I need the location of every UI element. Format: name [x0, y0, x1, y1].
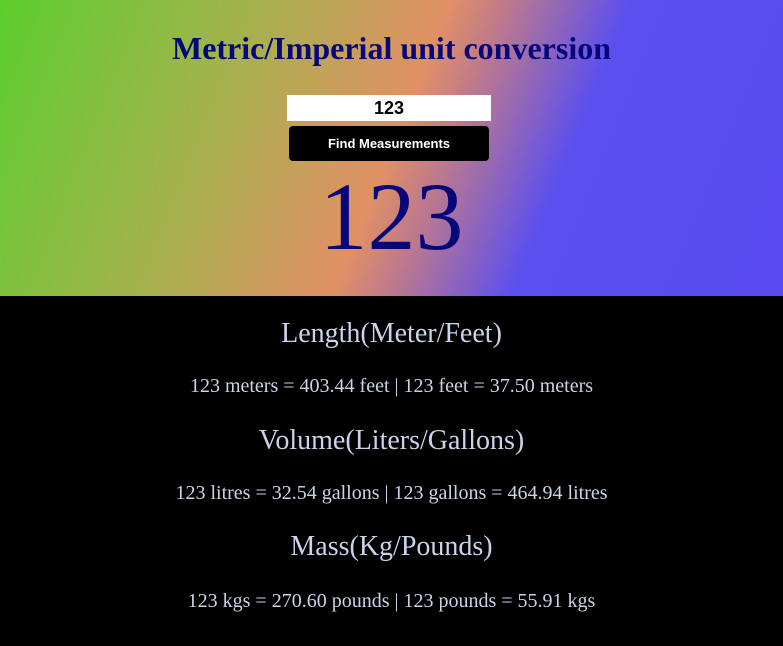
length-heading: Length(Meter/Feet) [281, 318, 502, 349]
results-panel: Length(Meter/Feet) 123 meters = 403.44 f… [0, 296, 783, 646]
header-panel: Metric/Imperial unit conversion Find Mea… [0, 0, 783, 296]
find-measurements-button[interactable]: Find Measurements [289, 126, 489, 161]
volume-heading: Volume(Liters/Gallons) [258, 425, 525, 456]
mass-heading: Mass(Kg/Pounds) [290, 531, 493, 562]
volume-result: 123 litres = 32.54 gallons | 123 gallons… [175, 482, 608, 504]
length-result: 123 meters = 403.44 feet | 123 feet = 37… [189, 375, 594, 397]
number-input[interactable] [287, 95, 491, 121]
page-title: Metric/Imperial unit conversion [171, 30, 612, 66]
mass-result: 123 kgs = 270.60 pounds | 123 pounds = 5… [187, 590, 596, 612]
display-number: 123 [319, 163, 464, 270]
